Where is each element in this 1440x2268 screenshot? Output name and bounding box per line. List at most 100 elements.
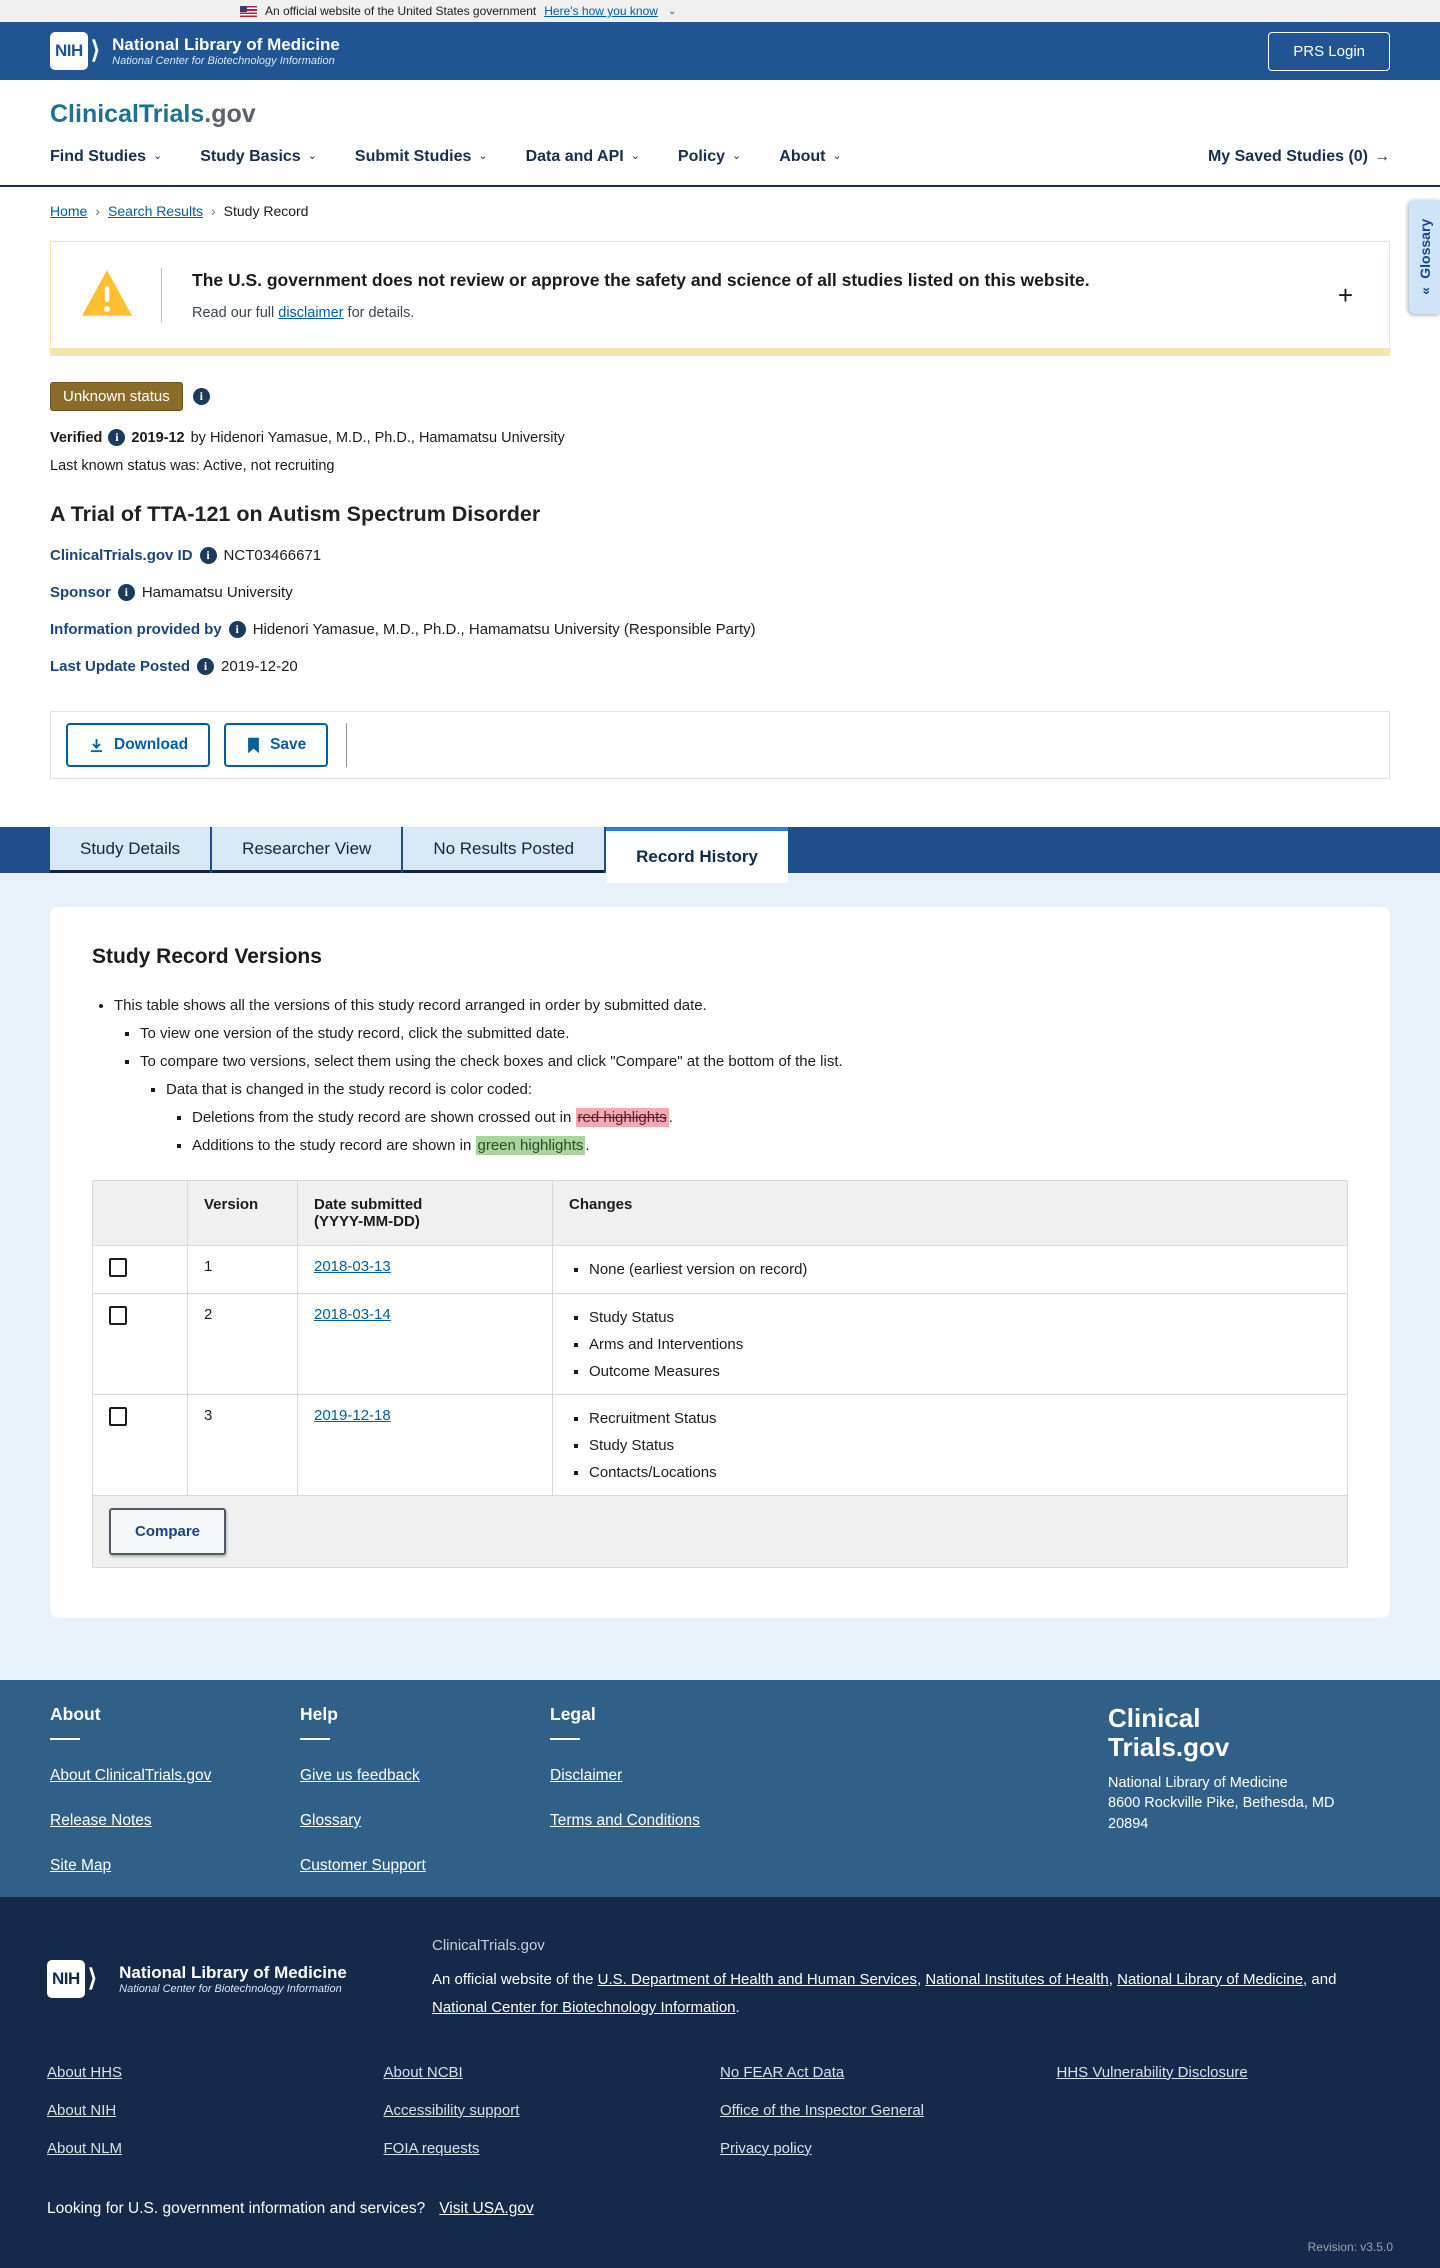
date-column-header: Date submitted (YYYY-MM-DD) [297, 1180, 553, 1246]
nav-about[interactable]: About ⌄ [779, 148, 842, 165]
status-row: Unknown status i [50, 382, 1390, 411]
nlm-link[interactable]: National Library of Medicine [1117, 1971, 1304, 1988]
nih-logo-swoosh-icon: ⟩ [87, 1965, 98, 1993]
nav-policy[interactable]: Policy ⌄ [677, 148, 742, 165]
my-saved-studies-link[interactable]: My Saved Studies (0) → [1207, 148, 1390, 165]
disclaimer-banner: The U.S. government does not review or a… [50, 241, 1390, 356]
footer-link-terms[interactable]: Terms and Conditions [550, 1812, 700, 1829]
study-id-value: NCT03466671 [223, 547, 322, 564]
chevron-down-icon: ⌄ [307, 149, 317, 162]
how-you-know-link[interactable]: Here's how you know [544, 4, 658, 18]
table-row: 2 2018-03-14 Study Status Arms and Inter… [92, 1293, 1348, 1395]
footer-column-title: Help [300, 1704, 338, 1724]
breadcrumb-search-results[interactable]: Search Results [108, 203, 203, 219]
version-1-date-link[interactable]: 2018-03-13 [314, 1258, 391, 1275]
version-3-checkbox[interactable] [109, 1407, 127, 1426]
download-button[interactable]: Download [66, 723, 211, 767]
collapse-icon: « [1416, 287, 1433, 295]
footer-link-hhs-vulnerability[interactable]: HHS Vulnerability Disclosure [1056, 2063, 1248, 2081]
nih-logo[interactable]: NIH ⟩ [50, 32, 100, 70]
footer-link-about-clinicaltrials[interactable]: About ClinicalTrials.gov [50, 1767, 212, 1784]
nih-link[interactable]: National Institutes of Health [925, 1971, 1109, 1988]
chevron-down-icon: ⌄ [153, 149, 163, 162]
ncbi-link[interactable]: National Center for Biotechnology Inform… [432, 1998, 736, 2016]
compare-button[interactable]: Compare [109, 1508, 227, 1555]
last-update-value: 2019-12-20 [221, 658, 298, 675]
breadcrumb-home[interactable]: Home [50, 203, 88, 219]
nlm-footer: NIH ⟩ National Library of Medicine Natio… [0, 1897, 1440, 2268]
breadcrumb-separator: › [210, 203, 216, 219]
tab-researcher-view[interactable]: Researcher View [212, 827, 402, 873]
footer-link-about-ncbi[interactable]: About NCBI [383, 2063, 463, 2081]
version-2-date-link[interactable]: 2018-03-14 [314, 1306, 391, 1323]
help-deletions: Deletions from the study record are show… [192, 1108, 1348, 1127]
study-id-label: ClinicalTrials.gov ID [50, 547, 193, 564]
table-row: 1 2018-03-13 None (earliest version on r… [92, 1245, 1348, 1294]
nlm-title: National Library of Medicine [119, 1963, 347, 1983]
usa-gov-text: Looking for U.S. government information … [47, 2199, 426, 2217]
version-2-checkbox[interactable] [109, 1306, 127, 1325]
footer-link-about-nlm[interactable]: About NLM [47, 2139, 123, 2157]
tab-no-results-posted[interactable]: No Results Posted [403, 827, 605, 873]
panel-heading: Study Record Versions [92, 945, 322, 968]
footer-link-glossary[interactable]: Glossary [300, 1812, 362, 1829]
footer-link-customer-support[interactable]: Customer Support [300, 1857, 426, 1874]
footer-link-accessibility[interactable]: Accessibility support [383, 2101, 520, 2119]
table-header-row: Version Date submitted (YYYY-MM-DD) Chan… [92, 1180, 1348, 1246]
tab-record-history[interactable]: Record History [606, 827, 788, 883]
chevron-down-icon[interactable]: ⌄ [667, 5, 677, 17]
disclaimer-body: Read our full disclaimer for details. [192, 304, 415, 321]
version-number: 1 [187, 1245, 298, 1294]
nih-header: NIH ⟩ National Library of Medicine Natio… [0, 22, 1440, 80]
site-logo[interactable]: ClinicalTrials.gov [0, 80, 1440, 129]
usa-gov-line: Looking for U.S. government information … [47, 2200, 1393, 2218]
footer-link-disclaimer[interactable]: Disclaimer [550, 1767, 623, 1784]
disclaimer-link[interactable]: disclaimer [278, 304, 344, 321]
nav-find-studies[interactable]: Find Studies ⌄ [50, 148, 163, 165]
save-button[interactable]: Save [224, 723, 329, 767]
info-icon[interactable]: i [117, 584, 135, 601]
nav-study-basics[interactable]: Study Basics ⌄ [200, 148, 317, 165]
footer-link-no-fear[interactable]: No FEAR Act Data [720, 2063, 845, 2081]
study-id-row: ClinicalTrials.gov ID i NCT03466671 [50, 547, 1390, 564]
chevron-down-icon: ⌄ [832, 149, 842, 162]
info-icon[interactable]: i [197, 658, 215, 675]
footer-link-foia[interactable]: FOIA requests [383, 2139, 480, 2157]
tab-study-details[interactable]: Study Details [50, 827, 211, 873]
glossary-side-tab[interactable]: « Glossary [1409, 200, 1440, 314]
footer-link-release-notes[interactable]: Release Notes [50, 1812, 152, 1829]
version-1-checkbox[interactable] [109, 1258, 127, 1277]
footer-link-feedback[interactable]: Give us feedback [300, 1767, 420, 1784]
green-highlight-sample: green highlights [475, 1136, 586, 1155]
content-area: Study Record Versions This table shows a… [0, 873, 1440, 1680]
changes-list: None (earliest version on record) [569, 1261, 1331, 1278]
expand-plus-icon[interactable]: + [1337, 279, 1353, 310]
table-footer-row: Compare [92, 1495, 1348, 1568]
nav-data-and-api[interactable]: Data and API ⌄ [525, 148, 640, 165]
footer-link-privacy[interactable]: Privacy policy [720, 2139, 812, 2157]
info-icon[interactable]: i [192, 388, 210, 405]
nav-submit-studies[interactable]: Submit Studies ⌄ [354, 148, 488, 165]
version-number: 3 [187, 1394, 298, 1496]
footer-link-about-nih[interactable]: About NIH [47, 2101, 117, 2119]
chevron-down-icon: ⌄ [732, 149, 742, 162]
prs-login-button[interactable]: PRS Login [1268, 31, 1390, 71]
divider [161, 268, 162, 322]
visit-usa-gov-link[interactable]: Visit USA.gov [439, 2199, 534, 2217]
verified-date: 2019-12 [131, 429, 185, 446]
ncbi-tagline: National Center for Biotechnology Inform… [112, 55, 335, 68]
provider-value: Hidenori Yamasue, M.D., Ph.D., Hamamatsu… [252, 621, 756, 638]
study-record-versions-panel: Study Record Versions This table shows a… [50, 907, 1390, 1618]
info-icon[interactable]: i [108, 429, 126, 446]
footer-link-oig[interactable]: Office of the Inspector General [720, 2101, 925, 2119]
footer-link-about-hhs[interactable]: About HHS [47, 2063, 123, 2081]
action-bar: Download Save [50, 711, 1390, 779]
footer-link-site-map[interactable]: Site Map [50, 1857, 112, 1874]
provider-row: Information provided by i Hidenori Yamas… [50, 621, 1390, 638]
version-3-date-link[interactable]: 2019-12-18 [314, 1407, 391, 1424]
nlm-footer-logo[interactable]: NIH ⟩ National Library of Medicine Natio… [47, 1937, 432, 2022]
warning-triangle-icon [79, 268, 135, 322]
hhs-link[interactable]: U.S. Department of Health and Human Serv… [597, 1971, 917, 1988]
info-icon[interactable]: i [228, 621, 246, 638]
info-icon[interactable]: i [199, 547, 217, 564]
